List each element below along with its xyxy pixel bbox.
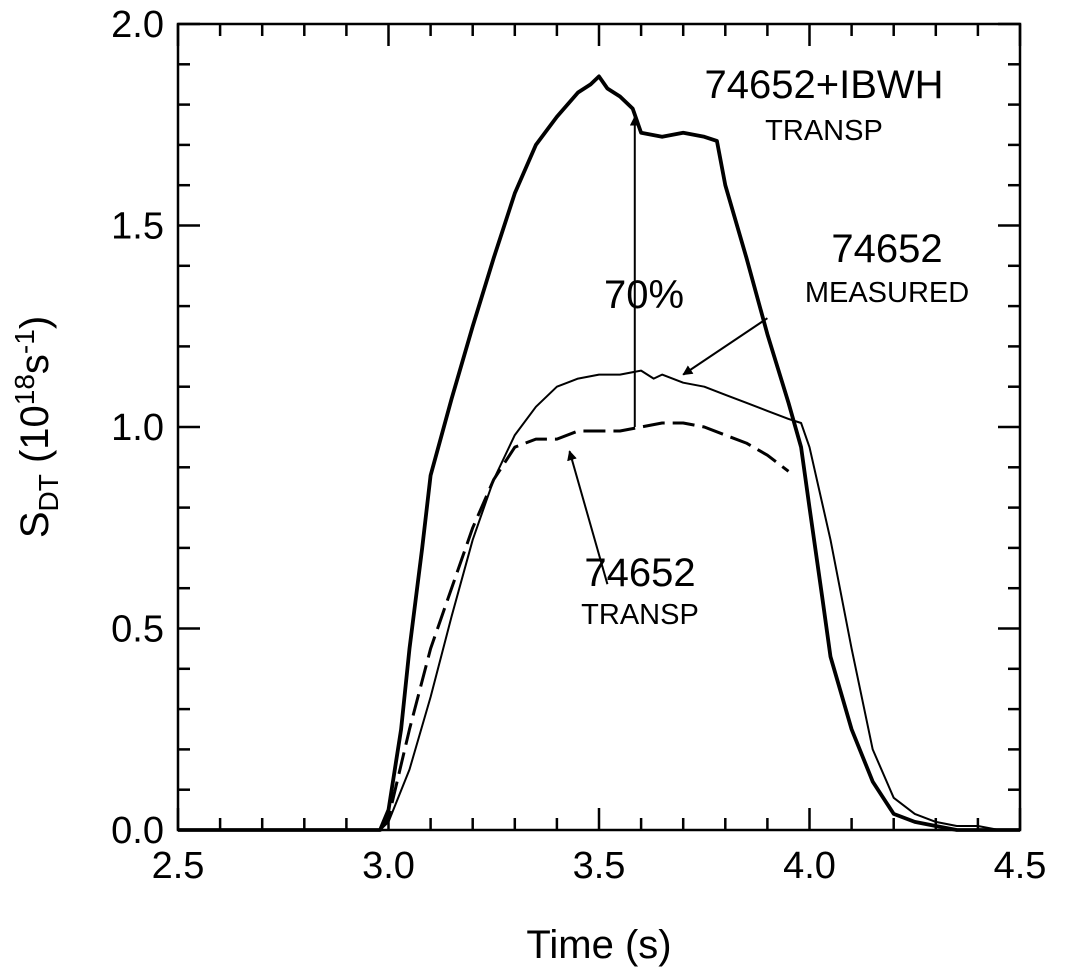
plot-frame (176, 22, 1022, 832)
y-axis-title-unit-s: s (13, 354, 57, 374)
axis-ticks (176, 22, 1022, 832)
x-tick-label: 4.0 (783, 845, 836, 887)
x-tick-label: 4.5 (994, 845, 1047, 887)
arrow-measured-pointer (682, 317, 768, 376)
y-axis-title-sub: DT (33, 474, 64, 511)
y-axis-title-base: S (13, 511, 57, 538)
x-tick-label: 2.5 (152, 845, 205, 887)
series-lines (178, 74, 1020, 832)
y-tick-label: 0.0 (111, 810, 164, 852)
y-tick-label: 2.0 (111, 4, 164, 46)
x-tick-label: 3.5 (573, 845, 626, 887)
annotation-measured-subtitle: MEASURED (805, 277, 969, 309)
series-transp (378, 421, 790, 831)
series-measured (379, 369, 1020, 831)
annotation-transp-subtitle: TRANSP (581, 599, 699, 631)
annotation-transp-title: 74652 (584, 551, 695, 595)
y-axis-title-unit-open: (10 (13, 405, 57, 474)
tick-labels: 2.5 3.0 3.5 4.0 4.5 0.0 0.5 1.0 1.5 2.0 (111, 4, 1046, 887)
y-tick-label: 1.5 (111, 206, 164, 248)
annotation-ibwh-title: 74652+IBWH (704, 63, 943, 107)
annotation-arrows (567, 115, 768, 585)
y-axis-title-sup1: 18 (9, 374, 40, 405)
annotation-measured-title: 74652 (831, 227, 942, 271)
y-tick-label: 0.5 (111, 609, 164, 651)
arrow-transp-pointer (567, 450, 609, 585)
y-axis-title: SDT (1018s-1) (9, 316, 64, 538)
y-tick-label: 1.0 (111, 407, 164, 449)
series-ibwh-transp (178, 74, 1020, 832)
y-axis-title-sup2: -1 (9, 329, 40, 354)
y-axis-title-unit-close: ) (13, 316, 57, 329)
annotation-ibwh-subtitle: TRANSP (765, 115, 883, 147)
annotation-enhancement-percent: 70% (604, 273, 684, 317)
x-axis-title: Time (s) (526, 923, 671, 967)
x-tick-label: 3.0 (362, 845, 415, 887)
